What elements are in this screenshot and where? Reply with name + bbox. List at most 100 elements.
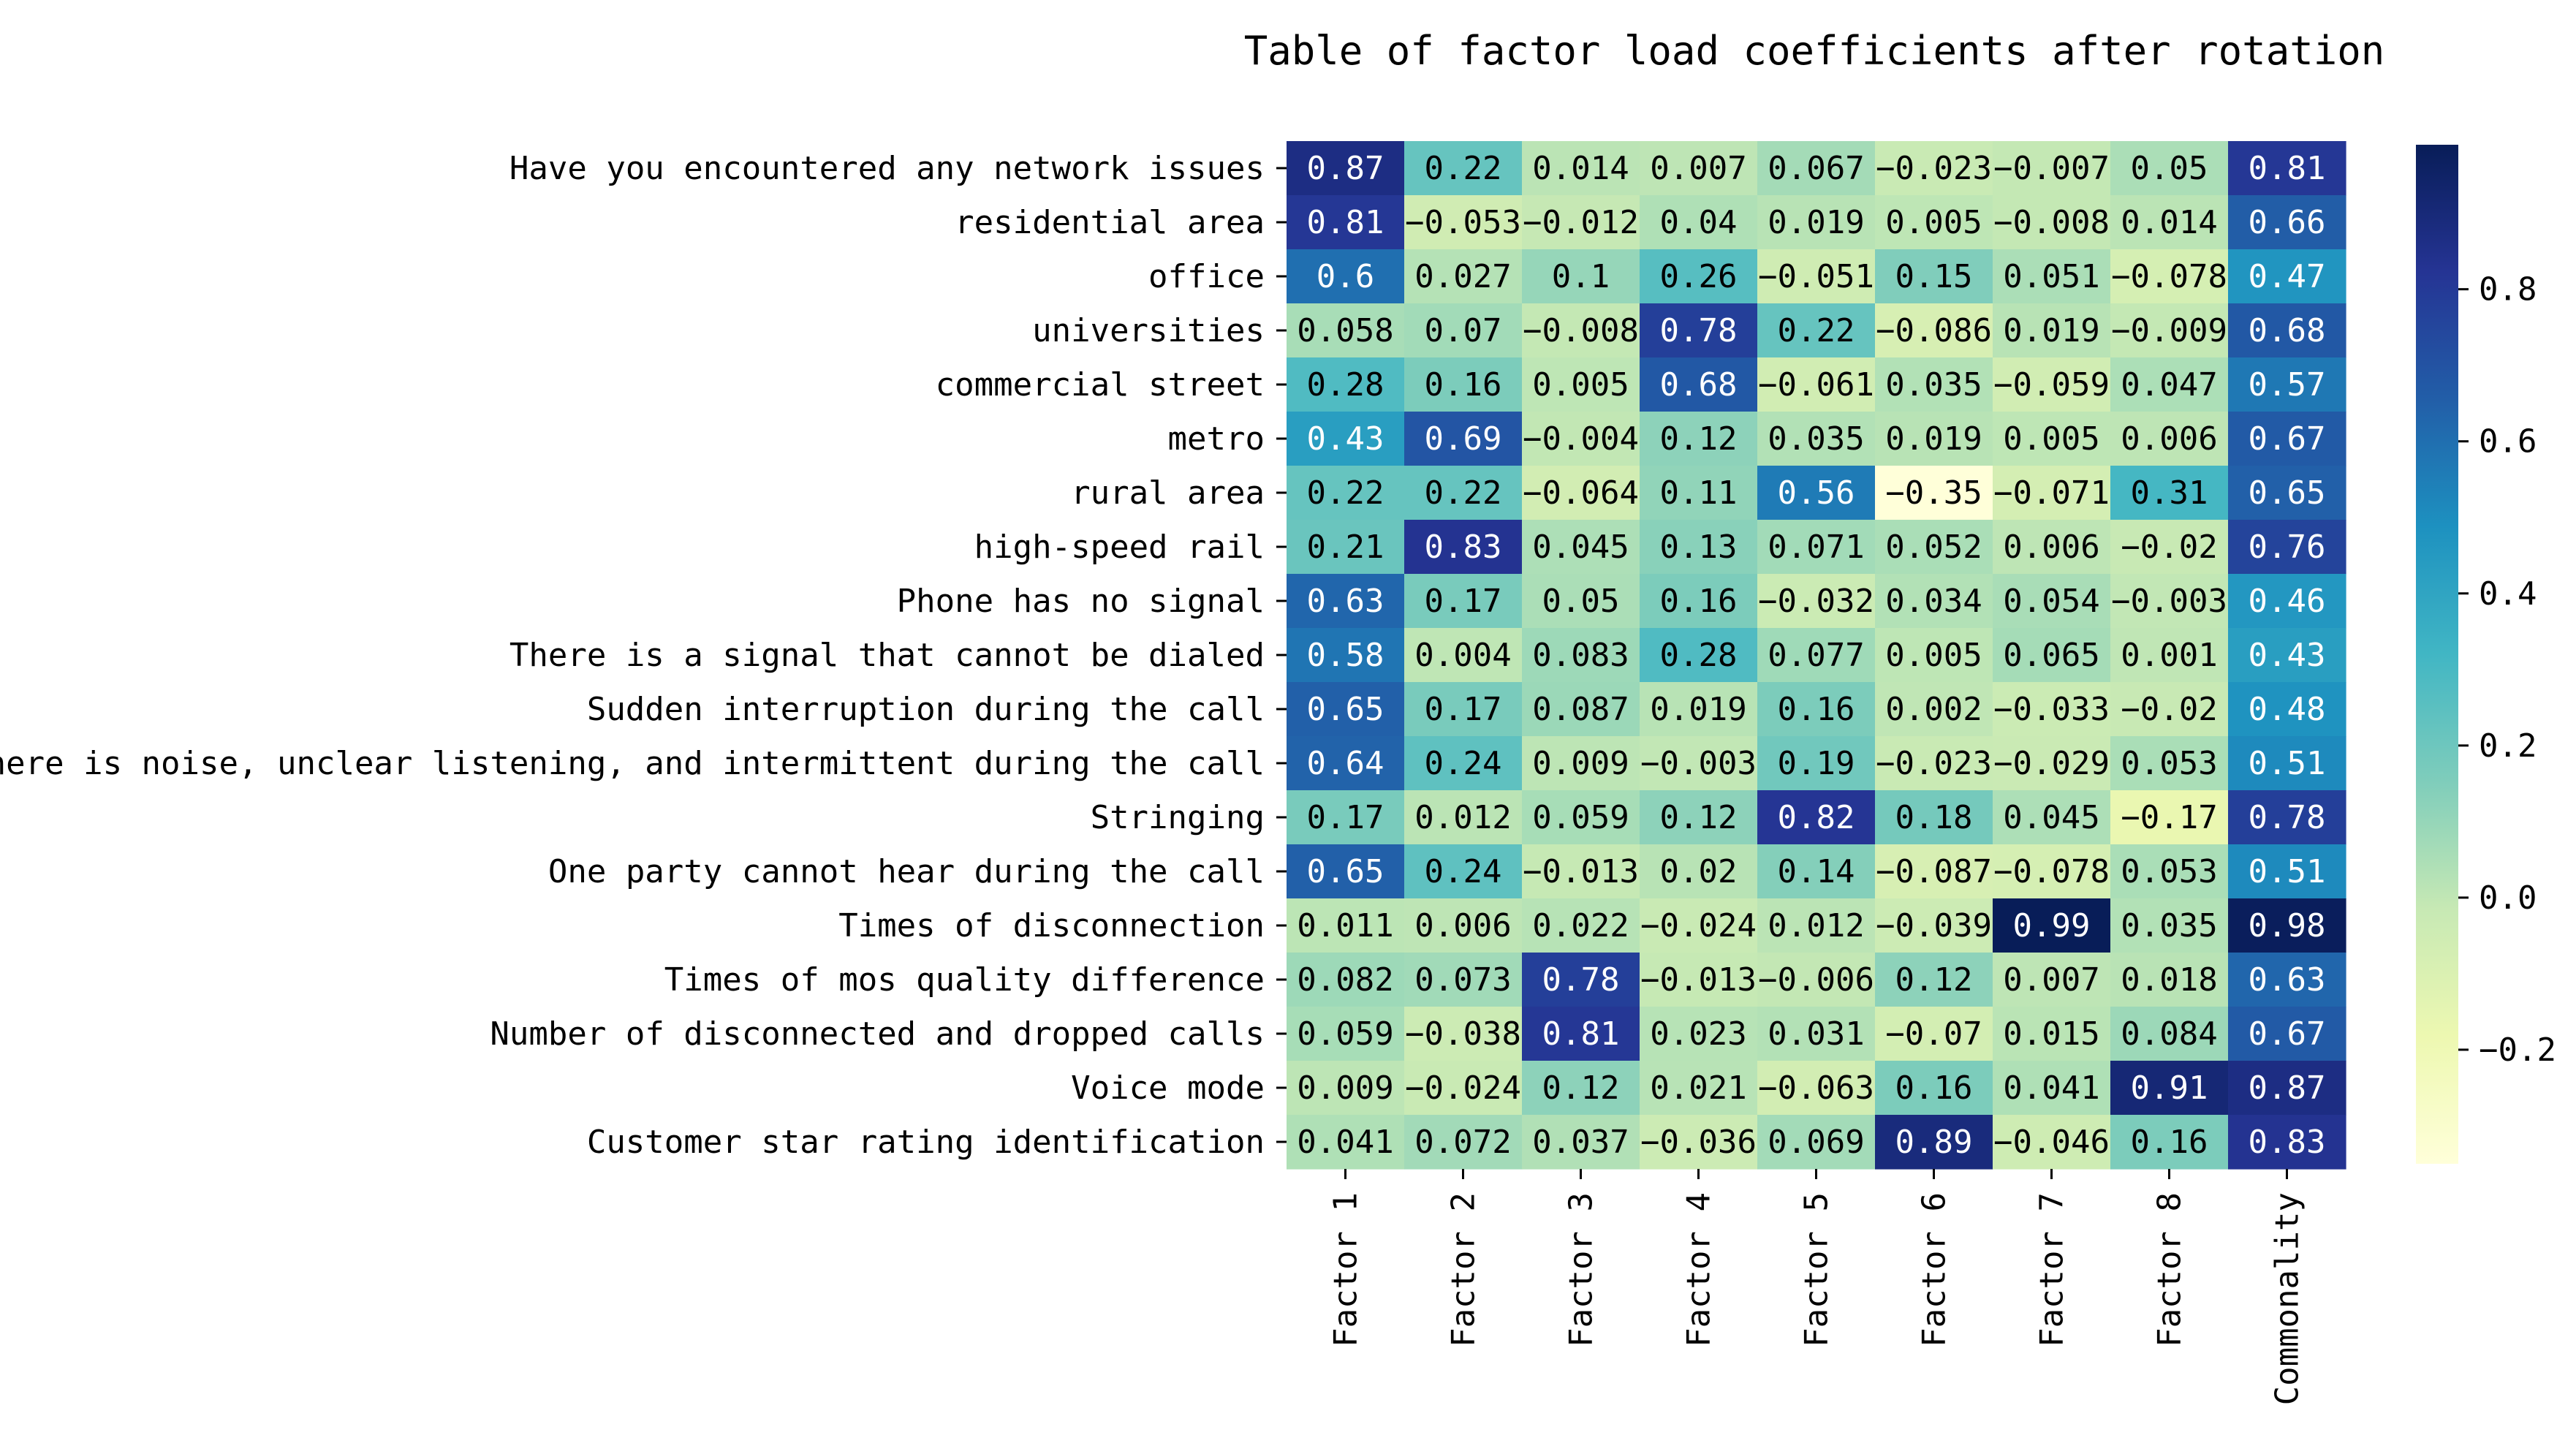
cell-value-label: 0.16: [1895, 1069, 1973, 1107]
cell-value-label: 0.005: [1532, 366, 1629, 404]
cell-value-label: 0.46: [2249, 583, 2326, 620]
cell-value-label: 0.13: [1660, 529, 1738, 566]
cell-value-label: −0.023: [1876, 745, 1992, 782]
heatmap-cell: [1875, 898, 1993, 953]
heatmap-cell: [1404, 466, 1523, 520]
heatmap-cell: [1404, 1061, 1523, 1116]
cell-value-label: 0.015: [2003, 1015, 2099, 1053]
cell-value-label: 0.006: [2121, 420, 2217, 458]
cell-value-label: 0.019: [1650, 691, 1746, 728]
cell-value-label: −0.004: [1523, 420, 1639, 458]
cell-value-label: 0.019: [1768, 204, 1864, 241]
cell-value-label: −0.053: [1405, 204, 1521, 241]
heatmap-cell: [1522, 412, 1640, 466]
heatmap-cell: [1875, 953, 1993, 1007]
heatmap-cell: [1875, 628, 1993, 683]
heatmap-cell: [1640, 357, 1758, 412]
heatmap-cell: [1993, 682, 2111, 737]
cell-value-label: 0.48: [2249, 691, 2326, 728]
heatmap-cell: [2110, 520, 2229, 575]
heatmap-cell: [1404, 412, 1523, 466]
cell-value-label: 0.045: [2003, 799, 2099, 836]
heatmap-cell: [2228, 628, 2346, 683]
heatmap-cell: [1404, 953, 1523, 1007]
cell-value-label: 0.16: [1660, 583, 1738, 620]
column-label: Factor 5: [1798, 1192, 1836, 1347]
heatmap-cell: [1404, 736, 1523, 791]
cell-value-label: −0.051: [1758, 258, 1874, 295]
cell-value-label: 0.037: [1532, 1124, 1629, 1161]
heatmap-cell: [1993, 628, 2111, 683]
cell-value-label: 0.02: [1660, 853, 1738, 890]
cell-value-label: 0.007: [2003, 961, 2099, 999]
heatmap-cell: [1875, 466, 1993, 520]
cell-value-label: 0.26: [1660, 258, 1738, 295]
heatmap-cell: [1993, 357, 2111, 412]
cell-value-label: 0.069: [1768, 1124, 1864, 1161]
heatmap-cell: [2228, 520, 2346, 575]
cell-value-label: −0.029: [1993, 745, 2110, 782]
colorbar-tick-label: −0.2: [2479, 1031, 2556, 1069]
heatmap-cell: [1875, 520, 1993, 575]
cell-value-label: 0.47: [2249, 258, 2326, 295]
cell-value-label: 0.035: [1768, 420, 1864, 458]
cell-value-label: 0.19: [1778, 745, 1855, 782]
cell-value-label: −0.17: [2121, 799, 2217, 836]
row-label: Customer star rating identification: [587, 1124, 1265, 1161]
heatmap-cell: [2110, 628, 2229, 683]
heatmap-cell: [1757, 736, 1876, 791]
cell-value-label: 0.053: [2121, 853, 2217, 890]
cell-value-label: −0.012: [1523, 204, 1639, 241]
heatmap-cell: [2228, 466, 2346, 520]
cell-value-label: 0.005: [1885, 637, 1982, 674]
heatmap-cell: [1522, 1007, 1640, 1061]
heatmap-cell: [1993, 736, 2111, 791]
heatmap-cell: [1640, 574, 1758, 629]
heatmap-cell: [2110, 790, 2229, 845]
heatmap-cell: [1640, 1061, 1758, 1116]
heatmap-cell: [1757, 1115, 1876, 1170]
cell-value-label: −0.008: [1523, 312, 1639, 349]
row-label: high-speed rail: [974, 529, 1265, 566]
row-label: commercial street: [936, 366, 1265, 404]
heatmap-cell: [1640, 844, 1758, 899]
cell-value-label: 0.019: [2003, 312, 2099, 349]
row-label: Stringing: [1091, 799, 1265, 836]
heatmap-cell: [1404, 790, 1523, 845]
heatmap-cell: [2228, 574, 2346, 629]
cell-value-label: −0.078: [2111, 258, 2227, 295]
heatmap-cell: [1757, 1061, 1876, 1116]
heatmap-cell: [1875, 844, 1993, 899]
heatmap-cell: [1287, 1115, 1405, 1170]
heatmap-cell: [1993, 844, 2111, 899]
heatmap-cell: [1287, 736, 1405, 791]
heatmap-cell: [1875, 1007, 1993, 1061]
cell-value-label: 0.05: [1542, 583, 1620, 620]
cell-value-label: 0.56: [1778, 474, 1855, 512]
heatmap-cell: [1404, 628, 1523, 683]
heatmap-cell: [2110, 466, 2229, 520]
cell-value-label: 0.24: [1425, 745, 1502, 782]
cell-value-label: 0.083: [1532, 637, 1629, 674]
cell-value-label: −0.039: [1876, 907, 1992, 944]
cell-value-label: 0.22: [1425, 474, 1502, 512]
heatmap-cell: [1993, 1007, 2111, 1061]
heatmap-cell: [2110, 1115, 2229, 1170]
cell-value-label: 0.018: [2121, 961, 2217, 999]
colorbar-tick-label: 0.2: [2479, 727, 2537, 765]
heatmap-cell: [2110, 303, 2229, 358]
heatmap-cell: [1404, 574, 1523, 629]
cell-value-label: 0.04: [1660, 204, 1738, 241]
cell-value-label: 0.78: [1660, 312, 1738, 349]
heatmap-cell: [1287, 790, 1405, 845]
heatmap-cell: [1404, 844, 1523, 899]
heatmap-cell: [1404, 357, 1523, 412]
heatmap-cell: [1640, 898, 1758, 953]
cell-value-label: 0.28: [1307, 366, 1384, 404]
row-label: One party cannot hear during the call: [548, 853, 1265, 890]
heatmap-cell: [1640, 682, 1758, 737]
cell-value-label: 0.83: [2249, 1124, 2326, 1161]
cell-value-label: −0.006: [1758, 961, 1874, 999]
heatmap-cell: [1993, 412, 2111, 466]
